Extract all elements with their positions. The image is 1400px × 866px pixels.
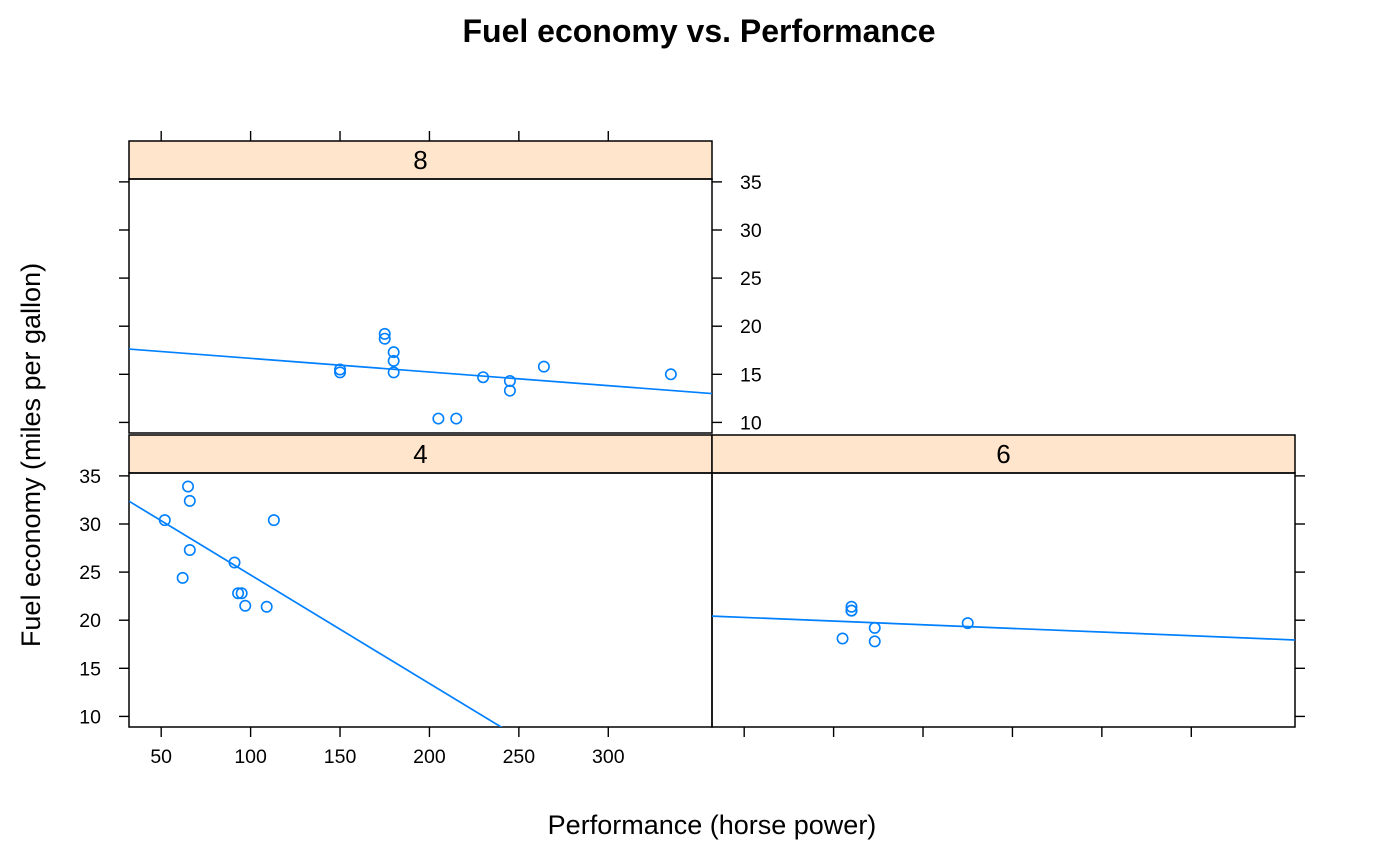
strip-bg bbox=[711, 434, 1296, 474]
y-tick-label: 15 bbox=[79, 658, 101, 680]
data-point bbox=[477, 371, 490, 384]
y-tick-label: 10 bbox=[740, 412, 762, 434]
data-point bbox=[845, 600, 858, 613]
data-point bbox=[664, 368, 677, 381]
y-tick-label: 30 bbox=[79, 514, 101, 536]
data-point bbox=[183, 494, 196, 507]
data-point bbox=[267, 514, 280, 527]
data-point bbox=[182, 480, 195, 493]
x-tick-label: 300 bbox=[592, 746, 625, 768]
data-point bbox=[228, 556, 241, 569]
data-point bbox=[378, 332, 391, 345]
data-point bbox=[334, 366, 347, 379]
data-point bbox=[387, 354, 400, 367]
panel-4: 4 50 100 150 200 250 300 10 15 20 25 30 35 bbox=[79, 434, 713, 768]
y-tick-label: 20 bbox=[740, 316, 762, 338]
strip-bg bbox=[128, 140, 713, 180]
fit-line bbox=[129, 348, 712, 395]
data-point bbox=[235, 587, 248, 600]
data-point bbox=[239, 599, 252, 612]
x-axis-title: Performance (horse power) bbox=[548, 810, 877, 840]
panel-6: 6 bbox=[711, 434, 1305, 737]
data-point bbox=[158, 514, 171, 527]
fit-line bbox=[712, 615, 1295, 641]
y-tick-label: 35 bbox=[740, 172, 762, 194]
y-axis-title: Fuel economy (miles per gallon) bbox=[16, 263, 46, 647]
y-tick-label: 15 bbox=[740, 364, 762, 386]
x-tick-label: 200 bbox=[413, 746, 446, 768]
panel-frame bbox=[128, 472, 713, 728]
y-tick-label: 20 bbox=[79, 610, 101, 632]
x-tick-label: 50 bbox=[150, 746, 172, 768]
data-point bbox=[387, 366, 400, 379]
x-tick-label: 250 bbox=[503, 746, 536, 768]
data-point bbox=[260, 600, 273, 613]
strip-bg bbox=[128, 434, 713, 474]
y-tick-label: 10 bbox=[79, 706, 101, 728]
data-point bbox=[836, 632, 849, 645]
panels-layer: 4 50 100 150 200 250 300 10 15 20 25 30 35 6 8 10 15 20 25… bbox=[79, 131, 1305, 768]
panel-frame bbox=[711, 472, 1296, 728]
panel-8: 8 10 15 20 25 30 35 bbox=[119, 131, 762, 434]
x-tick-label: 150 bbox=[324, 746, 357, 768]
data-point bbox=[845, 604, 858, 617]
chart-title: Fuel economy vs. Performance bbox=[462, 13, 935, 49]
data-point bbox=[232, 587, 245, 600]
y-tick-label: 30 bbox=[740, 220, 762, 242]
fit-line bbox=[129, 500, 503, 727]
data-point bbox=[503, 384, 516, 397]
data-point bbox=[868, 635, 881, 648]
y-tick-label: 25 bbox=[79, 562, 101, 584]
data-point bbox=[432, 412, 445, 425]
data-point bbox=[450, 412, 463, 425]
strip-label: 6 bbox=[996, 439, 1010, 469]
x-tick-label: 100 bbox=[234, 746, 267, 768]
y-tick-label: 35 bbox=[79, 466, 101, 488]
data-point bbox=[378, 327, 391, 340]
data-point bbox=[176, 571, 189, 584]
data-point bbox=[183, 543, 196, 556]
data-point bbox=[961, 617, 974, 630]
strip-label: 4 bbox=[413, 439, 427, 469]
data-point bbox=[868, 621, 881, 634]
data-point bbox=[537, 360, 550, 373]
data-point bbox=[387, 346, 400, 359]
panel-frame bbox=[128, 178, 713, 434]
y-tick-label: 25 bbox=[740, 268, 762, 290]
strip-label: 8 bbox=[413, 145, 427, 175]
